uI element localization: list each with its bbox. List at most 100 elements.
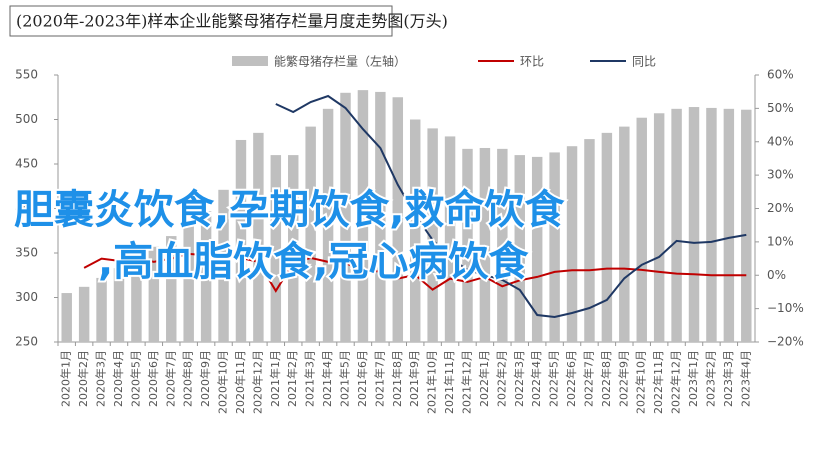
bar bbox=[357, 90, 369, 342]
bar bbox=[619, 126, 630, 343]
y-tick-label: 500 bbox=[15, 112, 38, 126]
x-tick-label: 2020年4月 bbox=[111, 350, 125, 407]
bar bbox=[253, 132, 264, 342]
bar bbox=[566, 146, 578, 342]
bar bbox=[218, 189, 229, 342]
x-tick-label: 2022年9月 bbox=[616, 350, 630, 407]
x-tick-label: 2020年11月 bbox=[233, 350, 247, 414]
bar bbox=[409, 119, 421, 342]
x-tick-label: 2021年11月 bbox=[442, 350, 456, 414]
x-tick-label: 2021年12月 bbox=[459, 350, 473, 414]
x-tick-label: 2020年9月 bbox=[198, 350, 212, 407]
y2-tick-label: 10% bbox=[767, 234, 794, 248]
x-tick-label: 2022年5月 bbox=[547, 350, 561, 407]
bar bbox=[131, 258, 142, 342]
x-tick-label: 2021年4月 bbox=[320, 350, 334, 407]
y2-tick-label: 20% bbox=[767, 201, 794, 215]
x-tick-label: 2022年7月 bbox=[581, 350, 595, 407]
x-tick-label: 2022年3月 bbox=[512, 350, 526, 407]
bar bbox=[479, 147, 491, 342]
bar bbox=[305, 126, 316, 343]
bar bbox=[688, 107, 700, 342]
bar bbox=[166, 236, 177, 342]
bar bbox=[584, 139, 595, 342]
legend-swatch bbox=[232, 56, 268, 66]
y-tick-label: 550 bbox=[15, 68, 38, 82]
x-tick-label: 2021年6月 bbox=[355, 350, 369, 407]
x-tick-label: 2020年10月 bbox=[216, 350, 230, 414]
y2-tick-label: 0% bbox=[767, 268, 786, 282]
bar bbox=[671, 108, 682, 342]
y-tick-label: 400 bbox=[15, 201, 38, 215]
x-tick-label: 2022年10月 bbox=[634, 350, 648, 414]
y-tick-label: 250 bbox=[15, 335, 38, 349]
x-tick-label: 2023年2月 bbox=[703, 350, 717, 407]
x-tick-label: 2022年6月 bbox=[564, 350, 578, 407]
legend-label: 同比 bbox=[632, 55, 656, 69]
x-tick-label: 2020年2月 bbox=[76, 350, 90, 407]
legend-label: 环比 bbox=[520, 55, 544, 69]
bar bbox=[723, 108, 735, 342]
bar bbox=[497, 148, 508, 342]
bar bbox=[288, 155, 299, 342]
bar bbox=[601, 132, 613, 342]
bar bbox=[322, 108, 334, 342]
x-tick-label: 2020年6月 bbox=[146, 350, 160, 407]
x-tick-label: 2020年12月 bbox=[250, 350, 264, 414]
x-tick-label: 2020年1月 bbox=[59, 350, 73, 407]
bar bbox=[636, 117, 647, 342]
x-tick-label: 2021年1月 bbox=[268, 350, 282, 407]
x-tick-label: 2022年4月 bbox=[529, 350, 543, 407]
overlay-text: 胆囊炎饮食,孕期饮食,救命饮食 bbox=[14, 187, 565, 233]
bar bbox=[375, 91, 386, 342]
bar bbox=[462, 148, 473, 342]
bar bbox=[61, 293, 72, 342]
y-tick-label: 350 bbox=[15, 246, 38, 260]
x-tick-label: 2023年4月 bbox=[738, 350, 752, 407]
x-tick-label: 2023年1月 bbox=[686, 350, 700, 407]
bar bbox=[200, 211, 212, 342]
x-tick-label: 2021年2月 bbox=[285, 350, 299, 407]
x-tick-label: 2021年10月 bbox=[425, 350, 439, 414]
bar bbox=[427, 128, 438, 342]
bar bbox=[340, 92, 351, 342]
x-tick-label: 2021年8月 bbox=[390, 350, 404, 407]
y2-tick-label: 60% bbox=[767, 68, 794, 82]
x-tick-label: 2022年11月 bbox=[651, 350, 665, 414]
x-tick-label: 2021年3月 bbox=[303, 350, 317, 407]
bar bbox=[531, 156, 543, 342]
x-tick-label: 2020年7月 bbox=[163, 350, 177, 407]
y2-tick-label: 50% bbox=[767, 101, 794, 115]
bar bbox=[706, 107, 717, 343]
y-tick-label: 300 bbox=[15, 290, 38, 304]
bar bbox=[113, 268, 125, 342]
x-tick-label: 2020年5月 bbox=[128, 350, 142, 407]
y2-tick-label: 40% bbox=[767, 134, 794, 148]
line bbox=[275, 94, 747, 319]
bar bbox=[653, 113, 665, 343]
bar bbox=[741, 109, 752, 343]
x-tick-label: 2021年7月 bbox=[372, 350, 386, 407]
x-tick-label: 2022年12月 bbox=[669, 350, 683, 414]
x-tick-label: 2020年3月 bbox=[94, 350, 108, 407]
x-tick-label: 2023年3月 bbox=[721, 350, 735, 407]
x-tick-label: 2021年9月 bbox=[407, 350, 421, 407]
bar bbox=[514, 155, 525, 342]
y2-tick-label: −20% bbox=[767, 335, 804, 349]
bar bbox=[549, 152, 560, 342]
y2-tick-label: −10% bbox=[767, 301, 804, 315]
legend-label: 能繁母猪存栏量（左轴） bbox=[274, 54, 406, 69]
y2-tick-label: 30% bbox=[767, 168, 794, 182]
bar bbox=[444, 136, 456, 342]
bar bbox=[96, 277, 107, 342]
x-tick-label: 2021年5月 bbox=[338, 350, 352, 407]
bar bbox=[270, 155, 282, 342]
bar bbox=[183, 220, 194, 342]
bar bbox=[235, 139, 247, 342]
y-tick-label: 450 bbox=[15, 157, 38, 171]
overlay-text: ,高血脂饮食,冠心病饮食 bbox=[98, 239, 529, 285]
bar bbox=[392, 97, 404, 342]
x-tick-label: 2020年8月 bbox=[181, 350, 195, 407]
x-tick-label: 2022年2月 bbox=[494, 350, 508, 407]
